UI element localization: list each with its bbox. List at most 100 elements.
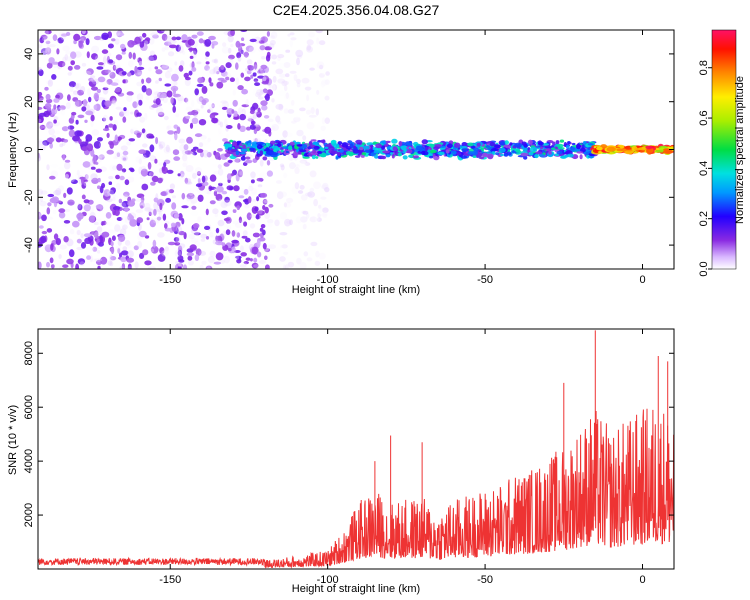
heatmap-cell (296, 144, 303, 147)
heatmap-cell (127, 60, 134, 68)
heatmap-cell (100, 256, 108, 265)
heatmap-cell (405, 142, 413, 146)
heatmap-cell (74, 83, 80, 89)
heatmap-cell (42, 141, 48, 149)
heatmap-cell (337, 141, 343, 145)
heatmap-cell (324, 79, 330, 85)
heatmap-cell (242, 162, 248, 166)
heatmap-cell (209, 200, 216, 205)
heatmap-cell (52, 34, 58, 41)
heatmap-cell (38, 106, 43, 110)
heatmap-cell (59, 105, 66, 111)
heatmap-cell (314, 260, 321, 266)
heatmap-cell (227, 159, 233, 163)
heatmap-cell (46, 121, 54, 129)
heatmap-cell (294, 113, 300, 119)
heatmap-cell (280, 149, 284, 153)
heatmap-cell (283, 35, 289, 42)
heatmap-cell (229, 37, 233, 43)
heatmap-cell (248, 46, 256, 54)
heatmap-cell (205, 265, 213, 269)
heatmap-cell (95, 204, 103, 210)
heatmap-cell (204, 56, 208, 60)
heatmap-cell (73, 33, 81, 42)
heatmap-cell (51, 74, 57, 80)
heatmap-cell (177, 97, 184, 104)
top-y-tick-label: -20 (23, 189, 35, 205)
heatmap-cell (250, 171, 256, 179)
heatmap-cell (175, 113, 180, 118)
heatmap-cell (299, 159, 308, 164)
heatmap-cell (138, 158, 142, 165)
heatmap-cell (61, 126, 69, 132)
heatmap-cell (288, 145, 293, 151)
heatmap-cell (99, 141, 104, 148)
heatmap-cell (261, 56, 266, 60)
heatmap-cell (214, 213, 218, 218)
heatmap-cell (220, 100, 228, 104)
heatmap-cell (238, 195, 245, 199)
heatmap-cell (88, 77, 94, 82)
heatmap-cell (296, 57, 300, 66)
heatmap-cell (78, 40, 83, 48)
heatmap-cell (187, 111, 194, 116)
top-x-tick-label: -150 (159, 274, 181, 286)
heatmap-cell (50, 264, 55, 269)
heatmap-cell (236, 52, 242, 59)
heatmap-cell (190, 196, 198, 204)
heatmap-cell (167, 125, 172, 130)
heatmap-cell (159, 247, 165, 255)
heatmap-cell (565, 144, 570, 149)
heatmap-cell (53, 189, 61, 196)
heatmap-cell (252, 232, 260, 238)
heatmap-cell (50, 110, 54, 116)
heatmap-cell (370, 152, 377, 157)
heatmap-cell (179, 170, 185, 178)
heatmap-cell (287, 109, 295, 114)
heatmap-cell (157, 141, 162, 146)
heatmap-cell (145, 96, 150, 101)
heatmap-cell (277, 78, 286, 84)
heatmap-cell (623, 147, 633, 150)
heatmap-cell (217, 148, 223, 152)
heatmap-cell (491, 148, 499, 152)
heatmap-cell (252, 87, 260, 96)
heatmap-cell (83, 99, 88, 107)
heatmap-cell (196, 171, 202, 176)
heatmap-cell (478, 156, 485, 160)
heatmap-cell (161, 250, 169, 257)
heatmap-cell (47, 193, 55, 198)
heatmap-cell (319, 64, 324, 70)
heatmap-cell (302, 156, 310, 159)
heatmap-cell (72, 220, 80, 228)
colorbar-tick-label: 0.8 (698, 60, 710, 75)
heatmap-cell (95, 161, 99, 165)
heatmap-cell (175, 225, 183, 233)
heatmap-cell (110, 241, 114, 247)
heatmap-cell (57, 61, 66, 68)
heatmap-cell (277, 54, 285, 59)
heatmap-cell (134, 36, 142, 45)
heatmap-cell (142, 154, 147, 159)
heatmap-cell (188, 47, 196, 51)
heatmap-cell (49, 175, 56, 180)
heatmap-cell (283, 80, 290, 86)
heatmap-cell (224, 153, 231, 158)
heatmap-cell (283, 202, 287, 208)
heatmap-cell (96, 218, 103, 226)
heatmap-cell (218, 33, 223, 38)
heatmap-cell (80, 86, 86, 93)
heatmap-cell (187, 39, 195, 46)
heatmap-cell (191, 34, 198, 39)
heatmap-cell (165, 144, 170, 153)
bottom-x-axis-label: Height of straight line (km) (292, 583, 420, 595)
heatmap-cell (136, 209, 142, 213)
heatmap-cell (142, 143, 148, 148)
heatmap-cell (113, 65, 119, 70)
heatmap-cell (43, 124, 51, 130)
heatmap-cell (45, 93, 51, 101)
heatmap-cell (55, 238, 62, 246)
heatmap-cell (46, 44, 51, 53)
heatmap-cell (126, 91, 134, 96)
heatmap-cell (163, 115, 169, 121)
